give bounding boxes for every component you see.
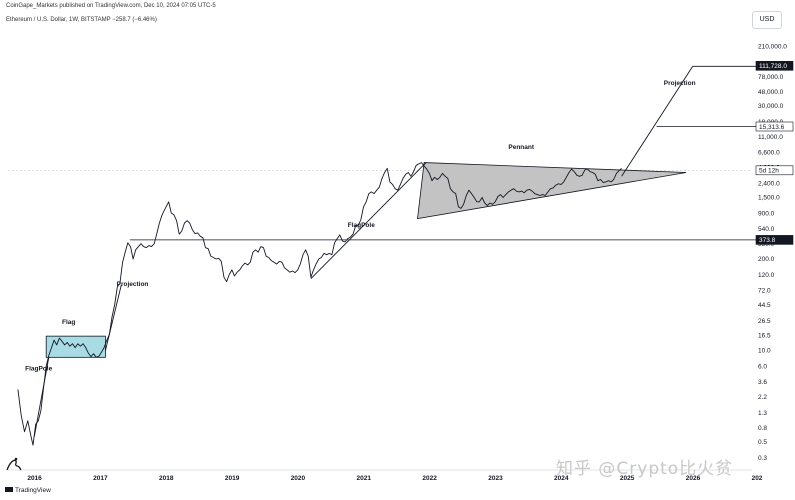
y-tick-label: 210,000.0: [758, 44, 787, 51]
x-tick-label: 2019: [225, 475, 240, 482]
chart-annotation: Projection: [117, 281, 149, 288]
y-tick-label: 200.0: [758, 256, 775, 263]
chart-annotation: FlagPole: [25, 365, 52, 372]
y-tick-label: 30,000.0: [758, 103, 784, 110]
tradingview-brand-label: TradingView: [15, 487, 51, 494]
y-tick-label: 3.6: [758, 379, 767, 386]
price-tag-label: 111,728.0: [759, 63, 787, 70]
tradingview-brand-icon: [5, 487, 13, 492]
projection-line: [621, 66, 694, 177]
symbol-line: Ethereum / U.S. Dollar, 1W, BITSTAMP −25…: [6, 17, 157, 23]
currency-button[interactable]: USD: [752, 11, 782, 29]
y-tick-label: 16.5: [758, 332, 771, 339]
price-tag: [755, 121, 794, 132]
pennant-triangle: [417, 162, 687, 220]
price-tag-label: 15,313.6: [759, 124, 785, 131]
y-tick-label: 0.3: [758, 455, 767, 462]
chart-annotation: Flag: [62, 319, 75, 326]
y-tick-label: 44.5: [758, 302, 771, 309]
x-tick-label: 2016: [27, 475, 42, 482]
y-tick-label: 1.3: [758, 410, 767, 417]
chart-annotation: FlagPole: [348, 222, 375, 229]
chart-annotation: Pennant: [508, 144, 534, 151]
x-tick-label: 202: [752, 475, 763, 482]
y-tick-label: 0.8: [758, 425, 767, 432]
y-tick-label: 6.0: [758, 363, 767, 370]
x-tick-label: 2022: [422, 475, 437, 482]
x-tick-label: 2020: [291, 475, 306, 482]
x-tick-label: 2024: [554, 475, 569, 482]
published-line: CoinGape_Markets published on TradingVie…: [6, 3, 216, 9]
x-tick-label: 2021: [357, 475, 372, 482]
x-tick-label: 2023: [488, 475, 503, 482]
y-tick-label: 48,000.0: [758, 89, 784, 96]
x-tick-label: 2018: [159, 475, 174, 482]
price-tag-label: 373.8: [759, 237, 776, 244]
price-tag-label: 5d 12h: [759, 168, 779, 175]
y-tick-label: 78,000.0: [758, 74, 784, 81]
y-tick-label: 6,600.0: [758, 149, 780, 156]
flagpole-line: [310, 162, 427, 280]
y-tick-label: 2,400.0: [758, 180, 780, 187]
x-tick-label: 2017: [93, 475, 108, 482]
watermark: 知乎 @Crypto比火贫: [556, 459, 734, 479]
x-tick-label: 2026: [686, 475, 701, 482]
y-tick-label: 0.5: [758, 439, 767, 446]
price-tag: [755, 235, 794, 245]
y-tick-label: 2.2: [758, 394, 767, 401]
price-tag: [755, 165, 794, 176]
price-tag: [755, 60, 794, 71]
y-tick-label: 72.0: [758, 287, 771, 294]
y-tick-label: 900.0: [758, 210, 775, 217]
y-tick-label: 120.0: [758, 272, 775, 279]
x-tick-label: 2025: [620, 475, 635, 482]
y-tick-label: 11,000.0: [758, 134, 783, 141]
y-tick-label: 10.0: [758, 348, 771, 355]
price-series-line: [17, 162, 622, 446]
tradingview-brand: TradingView: [5, 487, 51, 494]
tradingview-logo-icon: [6, 457, 22, 471]
y-tick-label: 1,500.0: [758, 195, 780, 202]
chart-annotation: Projection: [664, 80, 696, 87]
y-tick-label: 26.5: [758, 318, 771, 325]
projection-line: [105, 285, 122, 351]
y-tick-label: 540.0: [758, 226, 775, 233]
